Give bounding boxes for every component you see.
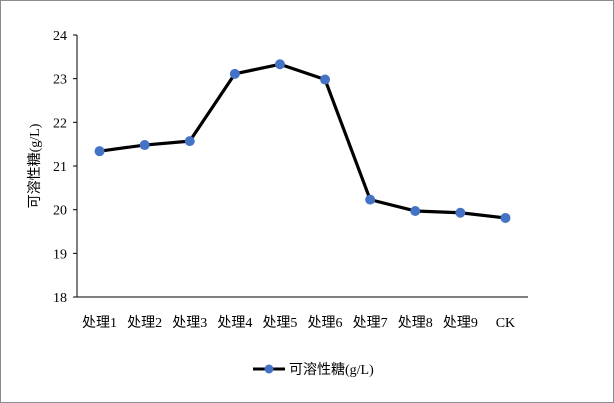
data-point <box>365 194 376 205</box>
data-point <box>320 74 331 85</box>
data-point <box>184 136 195 147</box>
x-tick-label: 处理8 <box>398 315 433 331</box>
x-tick-label: 处理5 <box>262 315 297 331</box>
x-tick-label: 处理6 <box>308 315 343 331</box>
data-point <box>455 207 466 218</box>
x-tick-label: 处理4 <box>217 315 252 331</box>
x-tick-label: CK <box>496 316 515 331</box>
data-point <box>94 146 105 157</box>
y-tick-label: 19 <box>53 247 67 262</box>
x-tick-label: 处理7 <box>353 315 388 331</box>
data-point <box>500 212 511 223</box>
data-point <box>410 205 421 216</box>
x-tick-label: 处理1 <box>82 315 117 331</box>
data-point <box>139 140 150 151</box>
y-tick-label: 24 <box>53 29 67 44</box>
y-tick-label: 20 <box>53 204 67 219</box>
y-tick-label: 21 <box>53 160 67 175</box>
data-point <box>229 68 240 79</box>
series-line <box>99 62 506 220</box>
legend: 可溶性糖(g/L) <box>253 362 374 378</box>
legend-marker <box>264 364 274 374</box>
x-tick-label: 处理3 <box>172 315 207 331</box>
y-tick-label: 18 <box>53 291 67 306</box>
x-tick-label: 处理2 <box>127 315 162 331</box>
y-tick-label: 22 <box>53 116 67 131</box>
y-axis-label: 可溶性糖(g/L) <box>27 123 43 208</box>
legend-label: 可溶性糖(g/L) <box>289 362 374 378</box>
x-tick-label: 处理9 <box>443 315 478 331</box>
y-tick-label: 23 <box>53 73 67 88</box>
data-point <box>274 59 285 70</box>
